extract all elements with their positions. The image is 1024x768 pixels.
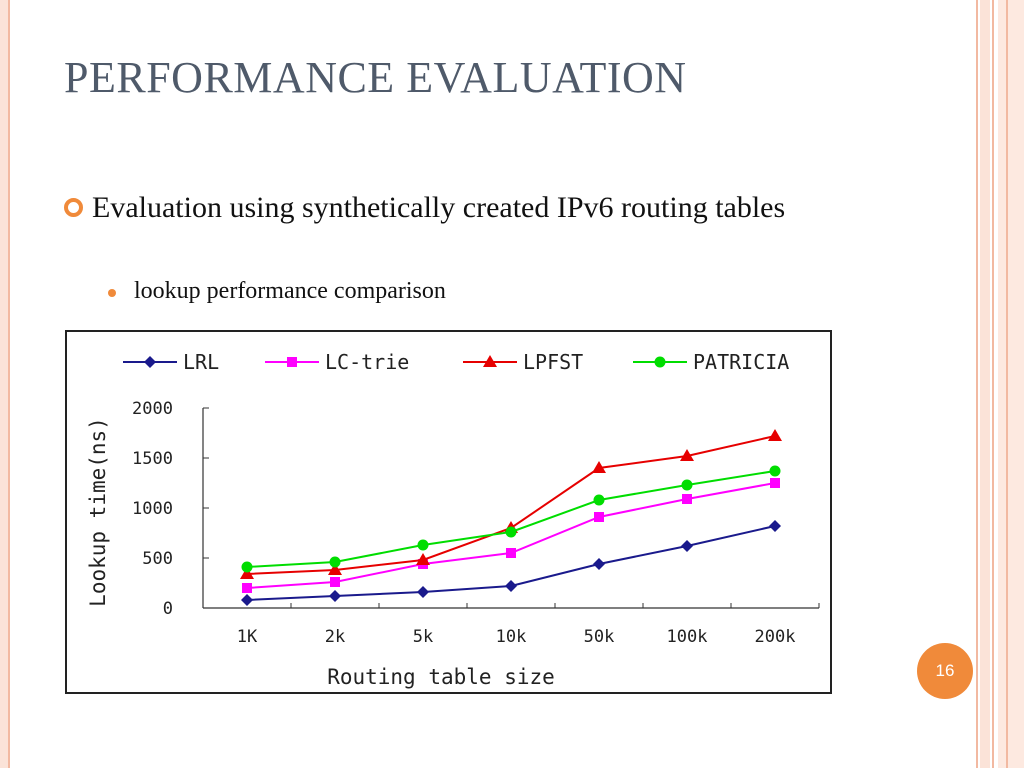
slide-frame-right bbox=[976, 0, 1024, 768]
slide-title: PERFORMANCE EVALUATION bbox=[64, 53, 687, 102]
legend-entry: LPFST bbox=[523, 350, 583, 374]
data-point-lrl bbox=[241, 594, 253, 606]
page-number-badge: 16 bbox=[917, 643, 973, 699]
legend-marker bbox=[483, 355, 497, 367]
data-point-lc-trie bbox=[594, 512, 604, 522]
legend-marker bbox=[287, 357, 297, 367]
x-tick-label: 10k bbox=[496, 627, 527, 647]
data-point-lpfst bbox=[768, 429, 782, 441]
data-point-lpfst bbox=[592, 461, 606, 473]
data-point-lpfst bbox=[680, 449, 694, 461]
data-point-lrl bbox=[593, 558, 605, 570]
lookup-chart: 0 500 1000 1500 2000 1K 2k 5k 10k 50k 100k 200k Rout… bbox=[65, 330, 832, 694]
x-tick-label: 50k bbox=[584, 627, 615, 647]
data-point-lc-trie bbox=[242, 583, 252, 593]
data-point-patricia bbox=[681, 479, 693, 491]
x-tick-label: 1K bbox=[237, 627, 258, 647]
ring-bullet-icon bbox=[64, 198, 83, 217]
legend-marker bbox=[654, 356, 666, 368]
y-tick-label: 1000 bbox=[132, 499, 173, 519]
y-tick-label: 500 bbox=[142, 549, 173, 569]
data-point-lpfst bbox=[416, 553, 430, 565]
legend-marker bbox=[144, 356, 156, 368]
bullet-main-text: Evaluation using synthetically created I… bbox=[92, 191, 786, 224]
data-point-patricia bbox=[241, 561, 253, 573]
y-axis-label: Lookup time(ns) bbox=[86, 417, 110, 607]
bullet-sub-text: lookup performance comparison bbox=[134, 278, 446, 304]
data-point-lrl bbox=[329, 590, 341, 602]
data-point-patricia bbox=[329, 556, 341, 568]
legend-entry: PATRICIA bbox=[693, 350, 789, 374]
data-point-patricia bbox=[593, 494, 605, 506]
x-axis-label: Routing table size bbox=[327, 665, 555, 689]
x-tick-label: 200k bbox=[755, 627, 796, 647]
x-tick-label: 2k bbox=[325, 627, 345, 647]
data-point-patricia bbox=[769, 465, 781, 477]
legend-entry: LC-trie bbox=[325, 350, 409, 374]
data-point-lc-trie bbox=[330, 577, 340, 587]
data-point-lpfst bbox=[328, 563, 342, 575]
data-point-lc-trie bbox=[506, 548, 516, 558]
x-tick-label: 100k bbox=[667, 627, 708, 647]
dot-bullet-icon bbox=[108, 289, 116, 297]
y-tick-label: 0 bbox=[163, 599, 173, 619]
data-point-lrl bbox=[769, 520, 781, 532]
data-point-lpfst bbox=[240, 567, 254, 579]
data-point-lc-trie bbox=[770, 478, 780, 488]
x-tick-label: 5k bbox=[413, 627, 433, 647]
legend-entry: LRL bbox=[183, 350, 219, 374]
slide-frame-left bbox=[0, 0, 10, 768]
chart-svg: 0 500 1000 1500 2000 1K 2k 5k 10k 50k 100k 200k Rout… bbox=[86, 350, 820, 689]
y-tick-label: 2000 bbox=[132, 399, 173, 419]
data-point-lrl bbox=[505, 580, 517, 592]
data-point-lrl bbox=[417, 586, 429, 598]
data-point-patricia bbox=[417, 539, 429, 551]
data-point-lc-trie bbox=[682, 494, 692, 504]
data-point-lrl bbox=[681, 540, 693, 552]
data-point-patricia bbox=[505, 526, 517, 538]
y-tick-label: 1500 bbox=[132, 449, 173, 469]
